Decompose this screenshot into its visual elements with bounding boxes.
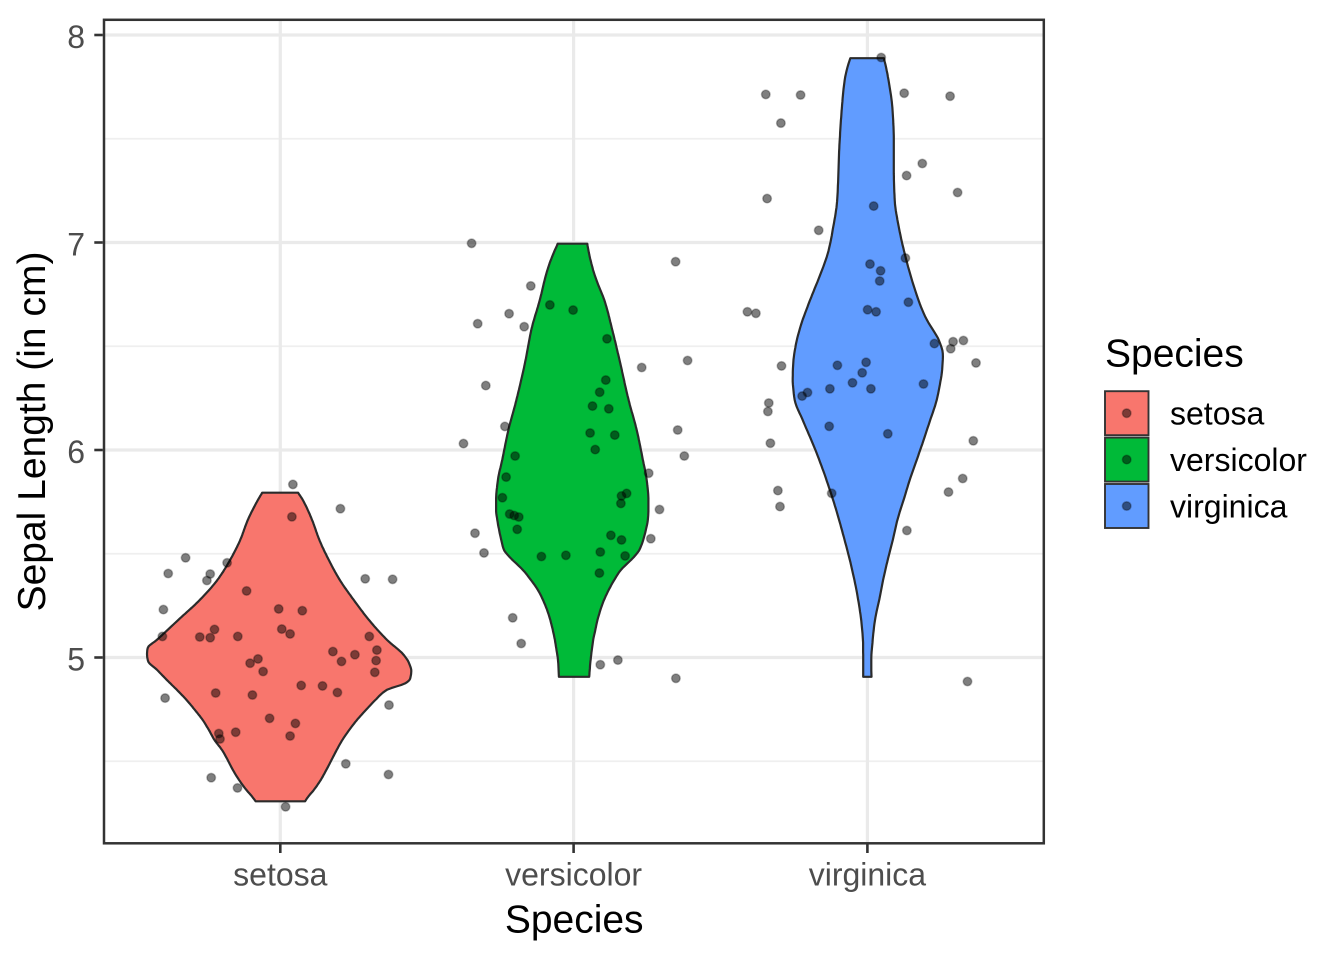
svg-text:virginica: virginica — [1170, 489, 1288, 525]
svg-text:setosa: setosa — [1170, 396, 1264, 432]
svg-text:6: 6 — [67, 434, 85, 470]
svg-text:Species: Species — [505, 899, 644, 942]
svg-text:versicolor: versicolor — [1170, 442, 1307, 478]
svg-text:7: 7 — [67, 227, 85, 263]
svg-text:5: 5 — [67, 642, 85, 678]
svg-text:8: 8 — [67, 19, 85, 55]
svg-text:virginica: virginica — [809, 857, 927, 893]
svg-text:versicolor: versicolor — [505, 857, 642, 893]
svg-text:Sepal Length (in cm): Sepal Length (in cm) — [11, 252, 54, 612]
svg-text:setosa: setosa — [233, 857, 327, 893]
svg-text:Species: Species — [1105, 333, 1244, 376]
